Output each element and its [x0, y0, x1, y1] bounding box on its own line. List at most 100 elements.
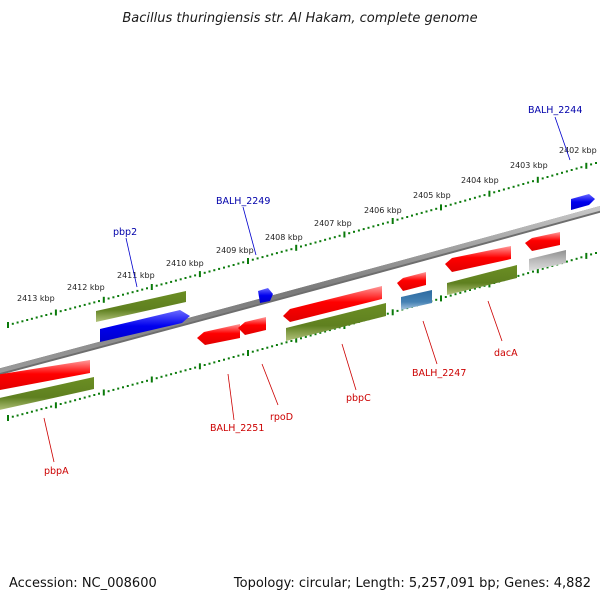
scale-tick-minor: [208, 362, 211, 365]
scale-tick-minor: [425, 210, 428, 213]
genome-summary-text: Topology: circular; Length: 5,257,091 bp…: [233, 576, 591, 591]
gene-block-balh2249[interactable]: [258, 288, 273, 303]
scale-tick-minor: [88, 395, 91, 398]
scale-tick-minor: [184, 277, 187, 279]
scale-tick-minor: [88, 302, 91, 305]
scale-tick-major: [488, 190, 491, 197]
gene-label-pbpA[interactable]: pbpA: [44, 466, 69, 477]
label-leader-lines: [43, 116, 571, 463]
scale-tick-minor: [595, 252, 597, 254]
scale-tick-minor: [285, 249, 288, 252]
kbp-label: 2406 kbp: [364, 206, 402, 215]
kbp-label: 2405 kbp: [413, 191, 451, 200]
scale-tick-minor: [449, 294, 452, 297]
scale-tick-major: [7, 322, 9, 328]
scale-tick-minor: [324, 238, 327, 241]
scale-tick-minor: [575, 257, 578, 260]
scale-tick-minor: [459, 291, 462, 294]
kbp-label: 2404 kbp: [461, 176, 499, 185]
gene-block-pbpC-green[interactable]: [286, 303, 386, 341]
scale-tick-minor: [517, 274, 520, 277]
scale-tick-minor: [203, 364, 206, 366]
scale-tick-minor: [218, 360, 221, 362]
scale-tick-minor: [377, 224, 380, 227]
gene-block-red-right[interactable]: [525, 232, 560, 251]
scale-tick-minor: [227, 357, 230, 360]
scale-tick-minor: [26, 319, 29, 321]
gene-label-balh2251[interactable]: BALH_2251: [210, 423, 264, 434]
scale-tick-major: [536, 267, 539, 274]
scale-tick-minor: [271, 345, 274, 348]
scale-tick-minor: [184, 369, 187, 372]
scale-tick-minor: [532, 180, 534, 183]
scale-tick-minor: [362, 228, 365, 231]
gene-label-dacA[interactable]: dacA: [494, 348, 518, 359]
gene-block-dacA-green[interactable]: [447, 265, 517, 295]
scale-tick-minor: [464, 199, 467, 202]
scale-tick-minor: [469, 289, 471, 291]
gene-block-balh2251[interactable]: [197, 324, 240, 345]
scale-tick-minor: [74, 399, 77, 402]
gene-block-gray[interactable]: [529, 250, 566, 271]
gene-block-pbpA-green[interactable]: [0, 377, 94, 411]
scale-tick-minor: [21, 413, 24, 416]
scale-tick-minor: [430, 209, 433, 212]
gene-block-dacA-cds[interactable]: [445, 246, 511, 272]
scale-tick-minor: [242, 353, 245, 356]
scale-tick-major: [247, 258, 249, 264]
scale-tick-major: [247, 350, 249, 356]
scale-tick-minor: [155, 377, 158, 380]
scale-tick-minor: [483, 194, 486, 197]
scale-tick-minor: [275, 344, 278, 346]
scale-tick-minor: [498, 189, 501, 192]
gene-label-balh2244[interactable]: BALH_2244: [528, 105, 582, 116]
gene-block-balh2247-steel[interactable]: [401, 290, 432, 310]
scale-tick-minor: [275, 252, 278, 255]
scale-tick-minor: [136, 382, 139, 385]
kbp-scale-labels: 2413 kbp 2412 kbp 2411 kbp 2410 kbp 2409…: [17, 146, 597, 303]
scale-tick-minor: [411, 214, 413, 217]
scale-tick-major: [198, 363, 201, 370]
gene-block-balh2244[interactable]: [571, 194, 595, 210]
scale-tick-minor: [11, 415, 14, 418]
scale-tick-minor: [469, 198, 471, 201]
scale-tick-major: [391, 218, 394, 224]
gene-block-rpoD[interactable]: [238, 317, 266, 335]
scale-tick-minor: [194, 366, 197, 369]
scale-tick-minor: [218, 267, 221, 270]
scale-tick-minor: [160, 283, 163, 286]
gene-label-pbpC[interactable]: pbpC: [346, 393, 371, 404]
scale-tick-minor: [189, 368, 192, 370]
scale-tick-minor: [507, 187, 510, 190]
scale-tick-minor: [179, 370, 182, 373]
scale-tick-minor: [522, 183, 525, 185]
gene-block-balh2247-cds[interactable]: [397, 272, 426, 291]
gene-block-pbp2-green[interactable]: [96, 291, 186, 322]
scale-tick-minor: [107, 297, 110, 300]
scale-tick-minor: [122, 386, 124, 389]
scale-tick-minor: [541, 267, 544, 270]
scale-tick-minor: [165, 374, 168, 377]
scale-tick-minor: [333, 236, 336, 239]
scale-tick-minor: [146, 287, 148, 290]
scale-tick-minor: [16, 414, 19, 417]
scale-tick-minor: [575, 167, 578, 170]
gene-label-rpoD[interactable]: rpoD: [270, 412, 293, 423]
gene-block-pbpA-cds[interactable]: [0, 360, 90, 391]
gene-block-pbpC-cds[interactable]: [283, 286, 382, 322]
gene-label-pbp2[interactable]: pbp2: [113, 227, 137, 238]
scale-tick-minor: [237, 262, 240, 265]
scale-tick-minor: [435, 207, 438, 210]
scale-tick-major: [440, 204, 442, 211]
kbp-label: 2403 kbp: [510, 161, 548, 170]
scale-tick-minor: [546, 266, 549, 269]
gene-label-balh2249[interactable]: BALH_2249: [216, 196, 270, 207]
scale-tick-minor: [415, 213, 418, 216]
scale-tick-minor: [570, 169, 573, 171]
scale-tick-major: [585, 252, 588, 259]
gene-block-pbp2-cds[interactable]: [100, 310, 190, 342]
scale-tick-minor: [280, 250, 283, 253]
scale-tick-major: [150, 376, 153, 383]
gene-label-balh2247[interactable]: BALH_2247: [412, 368, 466, 379]
scale-tick-minor: [595, 162, 597, 164]
